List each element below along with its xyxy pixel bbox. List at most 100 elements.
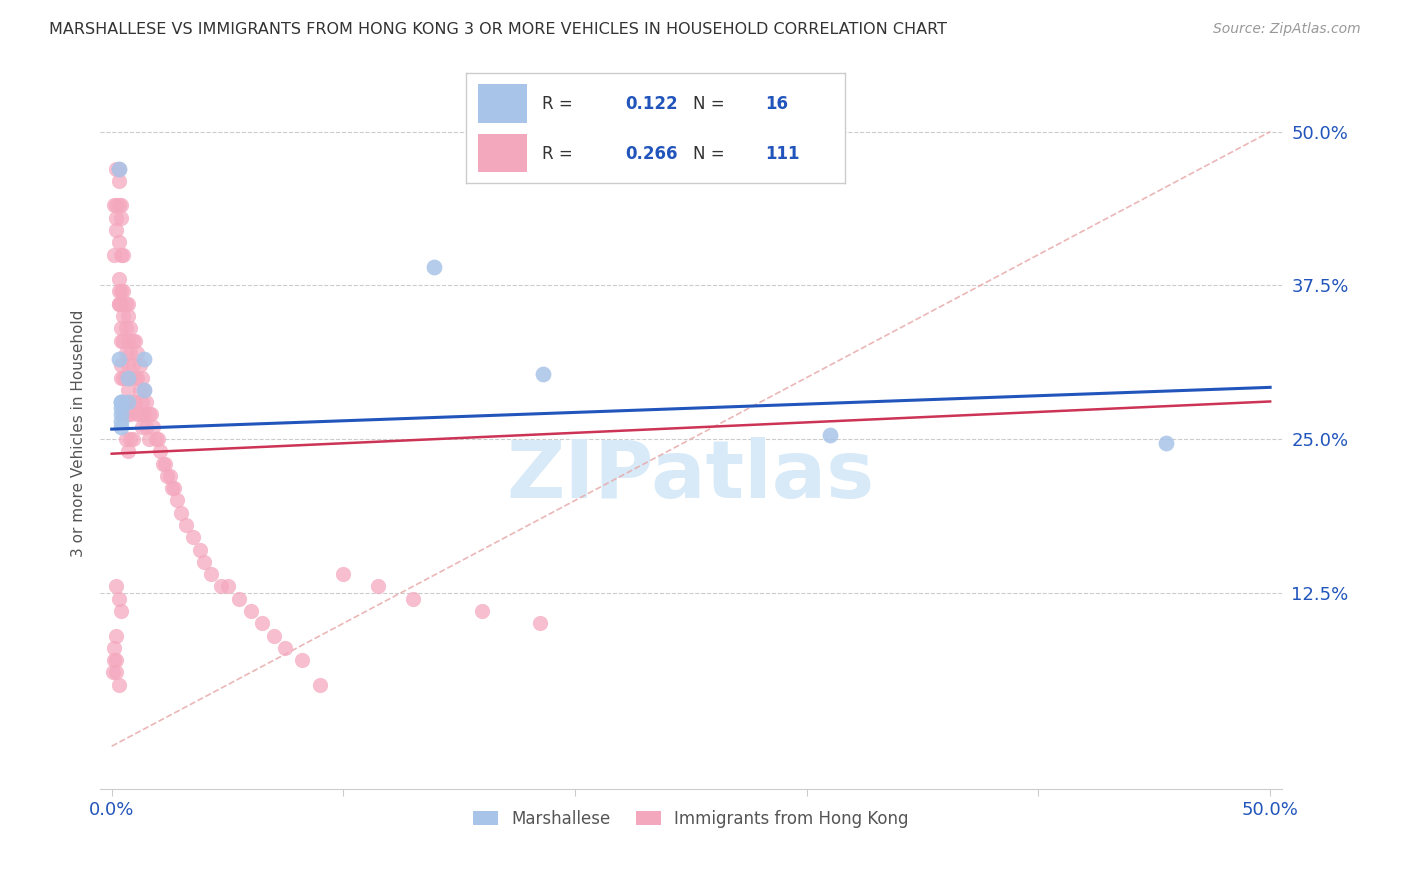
Point bbox=[291, 653, 314, 667]
Point bbox=[274, 640, 297, 655]
Point bbox=[107, 352, 129, 367]
Point bbox=[103, 653, 125, 667]
Point bbox=[117, 383, 139, 397]
Text: ZIPatlas: ZIPatlas bbox=[506, 436, 875, 515]
Point bbox=[209, 579, 232, 593]
Point bbox=[110, 408, 132, 422]
Point bbox=[105, 665, 128, 680]
Point bbox=[121, 358, 143, 372]
Point bbox=[263, 629, 285, 643]
Point bbox=[135, 395, 157, 409]
Point bbox=[105, 629, 128, 643]
Point bbox=[156, 468, 179, 483]
Point bbox=[135, 419, 157, 434]
Point bbox=[105, 211, 128, 225]
Point bbox=[160, 481, 183, 495]
Point bbox=[134, 383, 156, 397]
Point bbox=[127, 346, 149, 360]
Point bbox=[163, 481, 186, 495]
Point bbox=[105, 223, 128, 237]
Point bbox=[110, 370, 132, 384]
Point bbox=[529, 616, 551, 631]
Point bbox=[152, 457, 174, 471]
Point bbox=[110, 334, 132, 348]
Point bbox=[112, 370, 135, 384]
Point bbox=[217, 579, 239, 593]
Point bbox=[103, 247, 125, 261]
Point bbox=[121, 395, 143, 409]
Text: MARSHALLESE VS IMMIGRANTS FROM HONG KONG 3 OR MORE VEHICLES IN HOUSEHOLD CORRELA: MARSHALLESE VS IMMIGRANTS FROM HONG KONG… bbox=[49, 22, 948, 37]
Point bbox=[121, 334, 143, 348]
Point bbox=[818, 428, 841, 442]
Point bbox=[110, 395, 132, 409]
Point bbox=[402, 591, 425, 606]
Point bbox=[112, 285, 135, 299]
Point bbox=[127, 408, 149, 422]
Point bbox=[239, 604, 262, 618]
Point bbox=[170, 506, 193, 520]
Point bbox=[105, 579, 128, 593]
Point bbox=[107, 174, 129, 188]
Point bbox=[114, 395, 136, 409]
Point bbox=[117, 334, 139, 348]
Point bbox=[134, 408, 156, 422]
Point bbox=[110, 211, 132, 225]
Point bbox=[114, 321, 136, 335]
Point bbox=[107, 591, 129, 606]
Point bbox=[101, 665, 124, 680]
Point bbox=[131, 419, 153, 434]
Point bbox=[471, 604, 494, 618]
Point bbox=[128, 408, 150, 422]
Point bbox=[110, 419, 132, 434]
Point bbox=[110, 285, 132, 299]
Point bbox=[112, 408, 135, 422]
Point bbox=[110, 198, 132, 212]
Point bbox=[117, 297, 139, 311]
Point bbox=[139, 408, 162, 422]
Point bbox=[114, 346, 136, 360]
Point bbox=[228, 591, 250, 606]
Point bbox=[107, 297, 129, 311]
Point bbox=[146, 432, 169, 446]
Point bbox=[110, 321, 132, 335]
Point bbox=[107, 161, 129, 176]
Point bbox=[110, 247, 132, 261]
Point bbox=[166, 493, 188, 508]
Text: Source: ZipAtlas.com: Source: ZipAtlas.com bbox=[1213, 22, 1361, 37]
Point bbox=[110, 297, 132, 311]
Point bbox=[124, 334, 146, 348]
Point bbox=[107, 198, 129, 212]
Point bbox=[110, 358, 132, 372]
Point bbox=[117, 408, 139, 422]
Point bbox=[531, 367, 554, 381]
Point bbox=[423, 260, 446, 274]
Point bbox=[107, 161, 129, 176]
Point bbox=[107, 285, 129, 299]
Point bbox=[120, 321, 142, 335]
Point bbox=[112, 334, 135, 348]
Point bbox=[110, 413, 132, 427]
Point bbox=[120, 346, 142, 360]
Point bbox=[120, 432, 142, 446]
Point bbox=[367, 579, 389, 593]
Point bbox=[107, 235, 129, 250]
Point bbox=[117, 444, 139, 458]
Point bbox=[174, 518, 197, 533]
Point bbox=[138, 408, 160, 422]
Point bbox=[128, 358, 150, 372]
Point bbox=[134, 352, 156, 367]
Point bbox=[103, 198, 125, 212]
Point bbox=[114, 432, 136, 446]
Point bbox=[309, 678, 332, 692]
Point bbox=[110, 401, 132, 416]
Point bbox=[124, 370, 146, 384]
Point bbox=[112, 309, 135, 323]
Point bbox=[145, 432, 167, 446]
Point bbox=[131, 370, 153, 384]
Point bbox=[121, 432, 143, 446]
Point bbox=[138, 432, 160, 446]
Point bbox=[120, 370, 142, 384]
Point bbox=[114, 297, 136, 311]
Point bbox=[252, 616, 274, 631]
Point bbox=[181, 530, 204, 544]
